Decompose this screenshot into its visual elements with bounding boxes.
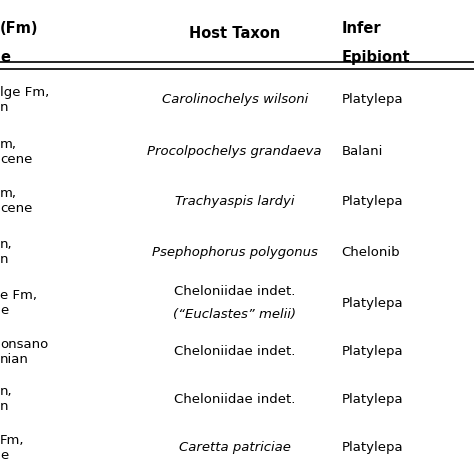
Text: Fm,
e: Fm, e	[0, 434, 25, 462]
Text: Trachyaspis lardyi: Trachyaspis lardyi	[175, 195, 294, 208]
Text: Platylepa: Platylepa	[341, 297, 403, 310]
Text: e Fm,
e: e Fm, e	[0, 289, 37, 318]
Text: Epibiont: Epibiont	[341, 50, 410, 65]
Text: Carolinochelys wilsoni: Carolinochelys wilsoni	[162, 93, 308, 106]
Text: n,
n: n, n	[0, 385, 13, 413]
Text: Caretta patriciae: Caretta patriciae	[179, 441, 291, 455]
Text: Procolpochelys grandaeva: Procolpochelys grandaeva	[147, 145, 322, 158]
Text: Platylepa: Platylepa	[341, 392, 403, 406]
Text: Host Taxon: Host Taxon	[189, 26, 280, 41]
Text: Cheloniidae indet.: Cheloniidae indet.	[174, 285, 295, 299]
Text: e: e	[0, 50, 10, 65]
Text: lge Fm,
n: lge Fm, n	[0, 85, 49, 114]
Text: Platylepa: Platylepa	[341, 93, 403, 106]
Text: Chelonib: Chelonib	[341, 246, 400, 259]
Text: m,
cene: m, cene	[0, 187, 32, 216]
Text: n,
n: n, n	[0, 238, 13, 266]
Text: Infer: Infer	[341, 21, 381, 36]
Text: Balani: Balani	[341, 145, 383, 158]
Text: Platylepa: Platylepa	[341, 345, 403, 358]
Text: Platylepa: Platylepa	[341, 195, 403, 208]
Text: m,
cene: m, cene	[0, 137, 32, 166]
Text: (Fm): (Fm)	[0, 21, 38, 36]
Text: Cheloniidae indet.: Cheloniidae indet.	[174, 392, 295, 406]
Text: Platylepa: Platylepa	[341, 441, 403, 455]
Text: Psephophorus polygonus: Psephophorus polygonus	[152, 246, 318, 259]
Text: Cheloniidae indet.: Cheloniidae indet.	[174, 345, 295, 358]
Text: onsano
nian: onsano nian	[0, 337, 48, 366]
Text: (“Euclastes” melii): (“Euclastes” melii)	[173, 308, 296, 321]
